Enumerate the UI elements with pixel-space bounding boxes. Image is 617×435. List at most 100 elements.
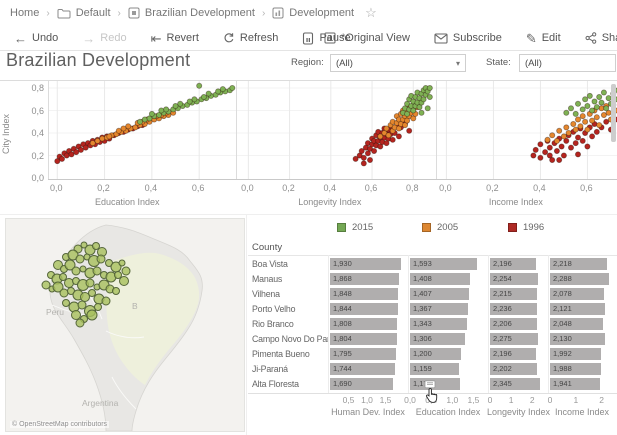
data-point-2015[interactable] bbox=[589, 107, 596, 114]
legend-item-1996[interactable]: 1996 bbox=[508, 222, 544, 233]
data-point-1996[interactable] bbox=[542, 149, 549, 156]
table-row[interactable]: Manaus 1,868 1,408 2,254 2,288 bbox=[248, 272, 617, 287]
data-point-2005[interactable] bbox=[553, 137, 560, 144]
data-point-2005[interactable] bbox=[563, 124, 570, 131]
data-point-1996[interactable] bbox=[579, 137, 586, 144]
data-point-2005[interactable] bbox=[383, 125, 390, 132]
map-dot[interactable] bbox=[80, 241, 88, 249]
data-point-2015[interactable] bbox=[582, 96, 589, 103]
value-bar[interactable]: 2,215 bbox=[490, 288, 537, 300]
value-bar[interactable]: 1,200 bbox=[410, 348, 461, 360]
data-point-1996[interactable] bbox=[558, 143, 565, 150]
data-point-1996[interactable] bbox=[383, 140, 390, 147]
value-bar[interactable]: 1,593 bbox=[410, 258, 477, 270]
data-point-2015[interactable] bbox=[574, 100, 581, 107]
value-bar[interactable]: 1,930 bbox=[330, 258, 401, 270]
map-dot[interactable] bbox=[75, 318, 85, 328]
map-dot[interactable] bbox=[101, 296, 111, 306]
state-filter-dropdown[interactable]: (All) bbox=[519, 54, 616, 72]
data-point-2005[interactable] bbox=[132, 124, 139, 131]
data-point-2015[interactable] bbox=[596, 93, 603, 100]
data-point-1996[interactable] bbox=[574, 151, 581, 158]
map-dot[interactable] bbox=[114, 271, 122, 279]
scatter-pane-longevity-index[interactable] bbox=[236, 81, 437, 179]
map-dot[interactable] bbox=[92, 266, 102, 276]
data-point-1996[interactable] bbox=[360, 160, 367, 167]
map-dot[interactable] bbox=[96, 254, 106, 264]
map-dot[interactable] bbox=[88, 289, 96, 297]
value-bar[interactable]: 1,795 bbox=[330, 348, 396, 360]
value-bar[interactable]: 1,804 bbox=[330, 333, 397, 345]
value-bar[interactable]: 1,367 bbox=[410, 303, 468, 315]
map-dot[interactable] bbox=[118, 259, 126, 267]
table-row[interactable]: Ji-Paraná 1,744 1,159 2,202 1,988 bbox=[248, 362, 617, 377]
data-point-1996[interactable] bbox=[563, 137, 570, 144]
map-dot[interactable] bbox=[52, 281, 64, 293]
data-point-2015[interactable] bbox=[567, 105, 574, 112]
table-row[interactable]: Porto Velho 1,844 1,367 2,236 2,121 bbox=[248, 302, 617, 317]
data-point-1996[interactable] bbox=[395, 133, 402, 140]
data-point-2005[interactable] bbox=[381, 130, 388, 137]
data-point-1996[interactable] bbox=[553, 148, 560, 155]
breadcrumb-project[interactable]: Default bbox=[57, 7, 111, 19]
data-point-2005[interactable] bbox=[570, 121, 577, 128]
data-point-1996[interactable] bbox=[58, 155, 65, 162]
value-bar[interactable]: 1,407 bbox=[410, 288, 469, 300]
map-dot[interactable] bbox=[80, 292, 90, 302]
data-point-1996[interactable] bbox=[584, 143, 591, 150]
value-bar[interactable]: 1,744 bbox=[330, 363, 395, 375]
data-point-2005[interactable] bbox=[377, 133, 384, 140]
table-row[interactable]: Boa Vista 1,930 1,593 2,196 2,218 bbox=[248, 257, 617, 272]
municipalities-map[interactable]: Peru B Argentina © OpenStreetMap contribut… bbox=[5, 218, 245, 432]
value-bar[interactable]: 1,690 bbox=[330, 378, 393, 390]
breadcrumb-workbook[interactable]: Brazilian Development bbox=[128, 7, 255, 19]
data-point-2015[interactable] bbox=[426, 93, 433, 100]
value-bar[interactable]: 1,159 bbox=[410, 363, 459, 375]
value-bar[interactable]: 2,236 bbox=[490, 303, 537, 315]
data-point-2005[interactable] bbox=[600, 111, 607, 118]
value-bar[interactable]: 2,196 bbox=[490, 258, 536, 270]
data-point-2015[interactable] bbox=[420, 96, 427, 103]
data-point-2015[interactable] bbox=[600, 89, 607, 96]
data-point-2005[interactable] bbox=[577, 123, 584, 130]
value-bar[interactable]: 2,202 bbox=[490, 363, 537, 375]
value-bar[interactable]: 2,196 bbox=[490, 348, 536, 360]
data-point-2005[interactable] bbox=[89, 140, 96, 147]
data-point-2015[interactable] bbox=[196, 82, 203, 89]
map-dot[interactable] bbox=[75, 254, 85, 264]
data-point-2015[interactable] bbox=[137, 118, 144, 125]
data-point-2015[interactable] bbox=[146, 115, 153, 122]
value-bar[interactable]: 1,988 bbox=[550, 363, 601, 375]
data-point-2015[interactable] bbox=[186, 98, 193, 105]
data-point-1996[interactable] bbox=[530, 152, 537, 159]
data-point-1996[interactable] bbox=[389, 136, 396, 143]
map-dot[interactable] bbox=[71, 310, 81, 320]
data-point-2005[interactable] bbox=[544, 136, 551, 143]
data-point-2005[interactable] bbox=[120, 125, 127, 132]
data-point-2015[interactable] bbox=[586, 92, 593, 99]
map-dot[interactable] bbox=[64, 259, 76, 271]
map-dot[interactable] bbox=[62, 299, 70, 307]
original-view-button[interactable]: *Original View bbox=[312, 26, 422, 50]
data-point-2005[interactable] bbox=[404, 117, 411, 124]
data-point-1996[interactable] bbox=[77, 146, 84, 153]
data-point-2015[interactable] bbox=[200, 93, 207, 100]
data-point-2015[interactable] bbox=[229, 85, 236, 91]
value-bar[interactable]: 2,078 bbox=[550, 288, 604, 300]
scatter-pane-income-index[interactable] bbox=[436, 81, 617, 179]
data-point-2005[interactable] bbox=[410, 115, 417, 122]
data-point-2005[interactable] bbox=[579, 113, 586, 120]
region-filter-dropdown[interactable]: (All) ▾ bbox=[330, 54, 466, 72]
vertical-scrollbar-thumb[interactable] bbox=[611, 84, 616, 142]
data-point-1996[interactable] bbox=[360, 154, 367, 161]
data-point-2005[interactable] bbox=[565, 130, 572, 137]
data-point-1996[interactable] bbox=[366, 157, 373, 164]
data-point-2015[interactable] bbox=[593, 104, 600, 111]
value-bar[interactable]: 2,218 bbox=[550, 258, 607, 270]
data-point-1996[interactable] bbox=[364, 150, 371, 157]
data-point-1996[interactable] bbox=[68, 151, 75, 158]
data-point-1996[interactable] bbox=[371, 148, 378, 155]
data-point-1996[interactable] bbox=[537, 141, 544, 148]
data-point-1996[interactable] bbox=[603, 118, 610, 125]
data-point-1996[interactable] bbox=[377, 143, 384, 150]
